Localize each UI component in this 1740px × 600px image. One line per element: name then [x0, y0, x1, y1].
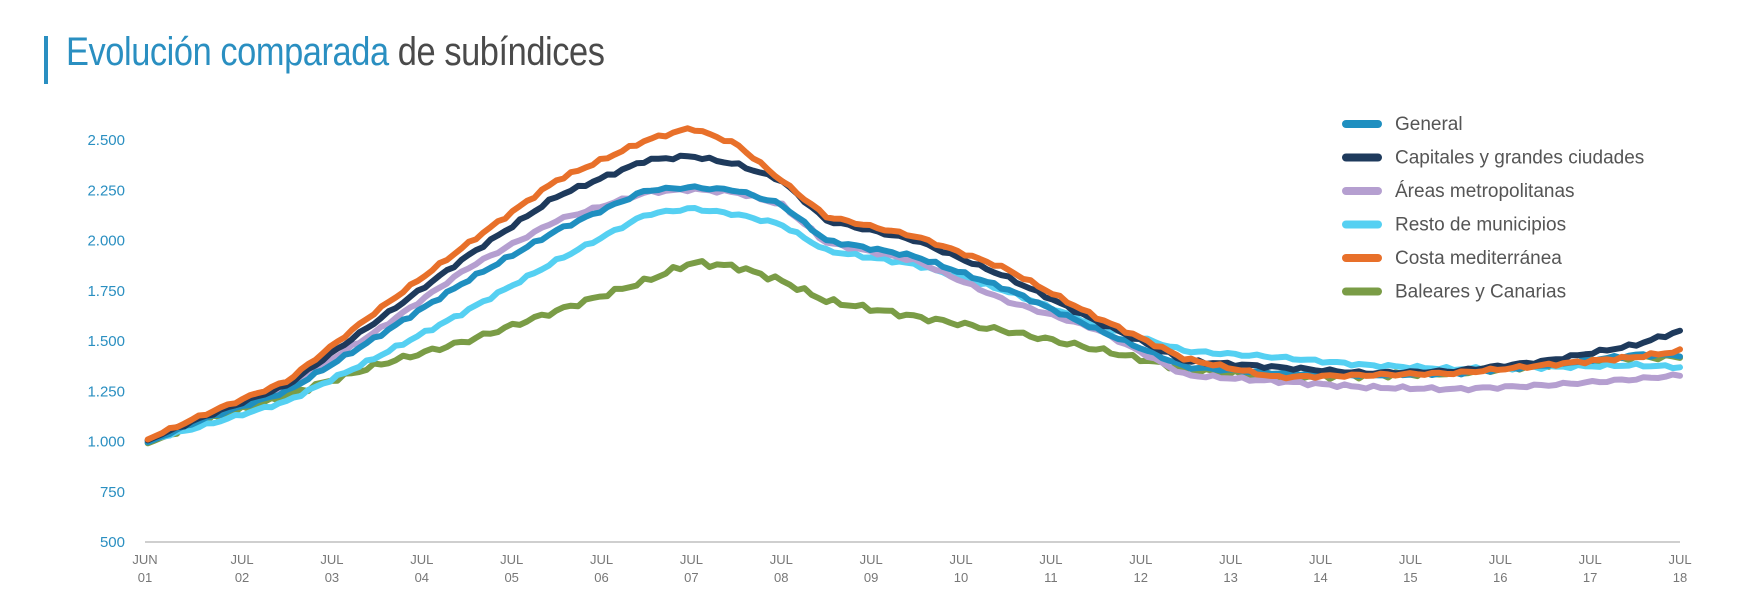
x-tick-month: JUL	[1039, 552, 1062, 567]
x-tick-month: JUL	[1219, 552, 1242, 567]
x-tick-month: JUN	[132, 552, 157, 567]
x-tick-month: JUL	[500, 552, 523, 567]
x-tick-year: 13	[1223, 570, 1237, 585]
x-tick-year: 04	[415, 570, 429, 585]
series-line-3	[144, 205, 1683, 444]
x-tick-month: JUL	[230, 552, 253, 567]
x-tick-year: 14	[1313, 570, 1327, 585]
x-tick-year: 02	[235, 570, 249, 585]
x-tick-month: JUL	[590, 552, 613, 567]
x-tick-month: JUL	[860, 552, 883, 567]
x-tick-year: 07	[684, 570, 698, 585]
y-tick-label: 2.000	[87, 233, 125, 250]
series-lines	[144, 125, 1683, 447]
x-tick-year: 05	[504, 570, 518, 585]
x-axis: JUN 01 JUL 02 JUL 03 JUL 04 JUL 05 JUL 06 JUL 07 JUL 08…	[132, 552, 1691, 585]
x-tick-month: JUL	[770, 552, 793, 567]
y-axis: 500 750 1.000 1.250 1.500 1.750 2.000 2.250 2.50…	[87, 132, 125, 551]
legend-label: Áreas metropolitanas	[1395, 181, 1575, 202]
x-tick-month: JUL	[1579, 552, 1602, 567]
y-tick-label: 500	[100, 534, 125, 551]
chart-title-accent: Evolución comparada	[66, 30, 389, 74]
legend-label: Resto de municipios	[1395, 215, 1566, 236]
y-tick-label: 750	[100, 484, 125, 501]
x-tick-month: JUL	[1399, 552, 1422, 567]
x-tick-year: 08	[774, 570, 788, 585]
chart-title-rest: de subíndices	[397, 30, 605, 74]
x-tick-year: 17	[1583, 570, 1597, 585]
y-tick-label: 1.500	[87, 333, 125, 350]
legend: General Capitales y grandes ciudades Áreas…	[1342, 114, 1644, 303]
legend-label: Baleares y Canarias	[1395, 282, 1566, 303]
x-tick-year: 01	[138, 570, 152, 585]
x-tick-year: 11	[1044, 570, 1058, 585]
x-tick-year: 10	[954, 570, 968, 585]
x-tick-year: 06	[594, 570, 608, 585]
series-line-4	[144, 125, 1683, 443]
y-tick-label: 2.250	[87, 182, 125, 199]
legend-label: General	[1395, 114, 1463, 135]
chart-title: Evolución comparada de subíndices	[66, 30, 605, 75]
x-tick-month: JUL	[680, 552, 703, 567]
y-tick-label: 1.750	[87, 283, 125, 300]
x-tick-month: JUL	[1668, 552, 1691, 567]
y-tick-label: 2.500	[87, 132, 125, 149]
y-tick-label: 1.000	[87, 434, 125, 451]
x-tick-year: 03	[325, 570, 339, 585]
x-tick-month: JUL	[410, 552, 433, 567]
y-tick-label: 1.250	[87, 383, 125, 400]
x-tick-year: 09	[864, 570, 878, 585]
x-tick-month: JUL	[1309, 552, 1332, 567]
x-tick-year: 15	[1403, 570, 1417, 585]
title-accent-bar	[44, 36, 48, 84]
x-tick-month: JUL	[320, 552, 343, 567]
legend-label: Costa mediterránea	[1395, 248, 1562, 269]
x-tick-year: 12	[1134, 570, 1148, 585]
x-tick-month: JUL	[1489, 552, 1512, 567]
x-tick-year: 16	[1493, 570, 1507, 585]
legend-label: Capitales y grandes ciudades	[1395, 148, 1644, 169]
x-tick-year: 18	[1673, 570, 1687, 585]
x-tick-month: JUL	[949, 552, 972, 567]
x-tick-month: JUL	[1129, 552, 1152, 567]
